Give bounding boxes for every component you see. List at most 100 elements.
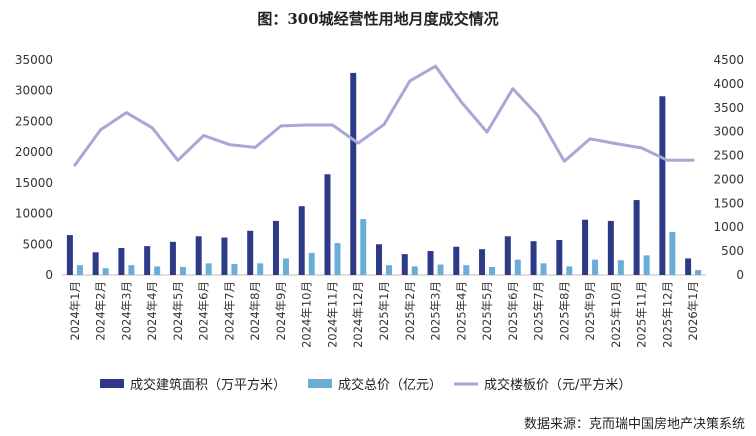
bar-total-price: [489, 267, 496, 275]
bar-total-price: [643, 255, 650, 275]
bar-total-price: [437, 264, 444, 275]
left-axis: 0 5000 10000 15000 20000 25000 30000 35000: [15, 53, 53, 282]
legend-label: 成交总价（亿元）: [338, 377, 442, 393]
left-tick-label: 20000: [15, 145, 53, 159]
bar-total-price: [386, 265, 392, 275]
right-tick-label: 3000: [713, 125, 744, 139]
bar-total-price: [360, 219, 367, 275]
bar-area: [118, 247, 125, 275]
line-series: [73, 64, 695, 167]
source-note: 数据来源：克而瑞中国房地产决策系统: [524, 416, 745, 432]
bar-total-price: [102, 268, 109, 275]
legend-swatch: [308, 379, 332, 388]
bar-area: [350, 72, 357, 276]
legend-label: 成交建筑面积（万平方米）: [130, 377, 286, 393]
bar-series: [66, 72, 702, 276]
left-tick-label: 0: [45, 268, 53, 282]
bar-area: [324, 174, 331, 275]
right-tick-label: 1000: [713, 220, 744, 234]
bar-area: [453, 246, 460, 275]
x-tick-label: 2024年10月: [300, 281, 314, 348]
bar-area: [427, 251, 434, 275]
bar-area: [272, 220, 279, 275]
x-tick-label: 2024年3月: [119, 281, 133, 341]
bar-area: [607, 220, 614, 275]
x-tick-label: 2024年2月: [94, 281, 108, 341]
x-tick-label: 2025年4月: [454, 281, 468, 341]
x-tick-label: 2025年10月: [609, 281, 623, 348]
left-tick-label: 15000: [15, 176, 53, 190]
bar-area: [479, 249, 486, 275]
legend: 成交建筑面积（万平方米） 成交总价（亿元） 成交楼板价（元/平方米）: [100, 377, 631, 393]
bar-area: [401, 254, 408, 275]
line-floor-price: [73, 64, 695, 167]
bar-area: [556, 239, 563, 275]
left-tick-label: 35000: [15, 53, 53, 67]
bar-total-price: [179, 267, 186, 275]
bar-total-price: [205, 263, 212, 275]
bar-total-price: [463, 265, 470, 275]
x-tick-label: 2024年5月: [171, 281, 185, 341]
bar-total-price: [128, 265, 135, 275]
right-tick-label: 500: [721, 244, 744, 258]
bar-area: [221, 237, 228, 275]
x-tick-label: 2025年12月: [660, 281, 674, 348]
right-tick-label: 3500: [713, 101, 744, 115]
x-tick-label: 2025年9月: [583, 281, 597, 341]
bar-area: [685, 258, 692, 275]
x-tick-label: 2025年7月: [532, 281, 546, 341]
x-tick-label: 2025年6月: [506, 281, 520, 341]
bar-total-price: [617, 260, 624, 275]
bar-total-price: [308, 252, 315, 275]
right-tick-label: 4500: [713, 53, 744, 67]
bar-total-price: [592, 259, 599, 275]
bar-total-price: [154, 266, 161, 275]
x-tick-label: 2024年9月: [274, 281, 288, 341]
right-tick-label: 2000: [713, 172, 744, 186]
bar-total-price: [282, 258, 289, 275]
right-axis: 0 500 1000 1500 2000 2500 3000 3500 4000 4500: [713, 53, 744, 282]
bar-total-price: [669, 232, 676, 275]
left-tick-label: 10000: [15, 207, 53, 221]
bar-area: [195, 236, 202, 275]
right-tick-label: 2500: [713, 149, 744, 163]
x-tick-label: 2024年6月: [197, 281, 211, 341]
bar-total-price: [566, 266, 573, 275]
bar-area: [659, 96, 666, 275]
right-tick-label: 1500: [713, 196, 744, 210]
x-tick-label: 2024年7月: [222, 281, 236, 341]
x-tick-label: 2024年11月: [325, 281, 339, 348]
bar-total-price: [695, 270, 702, 275]
bar-area: [504, 236, 511, 275]
x-axis: 2024年1月 2024年2月 2024年3月 2024年4月 2024年5月 2024年…: [68, 281, 700, 348]
x-tick-label: 2024年4月: [145, 281, 159, 341]
left-tick-label: 30000: [15, 84, 53, 98]
x-tick-label: 2024年12月: [351, 281, 365, 348]
bar-area: [633, 200, 640, 275]
legend-label: 成交楼板价（元/平方米）: [484, 377, 631, 393]
x-tick-label: 2025年8月: [557, 281, 571, 341]
bar-total-price: [257, 263, 264, 275]
right-tick-label: 0: [736, 268, 744, 282]
x-tick-label: 2024年1月: [68, 281, 82, 341]
right-tick-label: 4000: [713, 77, 744, 91]
bar-area: [530, 241, 537, 275]
x-tick-label: 2025年3月: [429, 281, 443, 341]
x-tick-label: 2024年8月: [248, 281, 262, 341]
bar-area: [376, 244, 382, 275]
bar-area: [169, 241, 176, 275]
x-tick-label: 2025年5月: [480, 281, 494, 341]
bar-area: [582, 219, 589, 275]
bar-total-price: [76, 265, 83, 275]
x-tick-label: 2025年2月: [403, 281, 417, 341]
chart-title: 图：300城经营性用地月度成交情况: [257, 10, 498, 28]
x-tick-label: 2025年1月: [377, 281, 391, 341]
left-tick-label: 25000: [15, 114, 53, 128]
bar-area: [92, 252, 99, 275]
bar-area: [298, 206, 305, 275]
bar-total-price: [514, 259, 521, 275]
bar-total-price: [540, 263, 547, 275]
legend-swatch: [100, 379, 124, 388]
left-tick-label: 5000: [22, 237, 53, 251]
